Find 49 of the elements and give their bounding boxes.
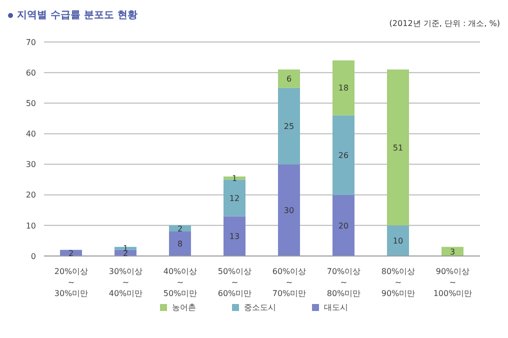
legend-label: 대도시 — [323, 302, 348, 313]
bar — [387, 70, 409, 226]
bar — [332, 115, 354, 195]
bar — [278, 164, 300, 256]
bar — [278, 88, 300, 164]
bar — [224, 216, 246, 256]
data-label: 26 — [338, 150, 349, 160]
bar — [224, 176, 246, 180]
y-tick-label: 70 — [26, 38, 36, 47]
data-label: 18 — [338, 84, 349, 93]
bar — [224, 180, 246, 216]
data-label: 2 — [68, 248, 74, 258]
bar — [387, 225, 409, 256]
x-tick-label: 70%이상 ~ 80%미만 — [326, 267, 361, 298]
data-label: 6 — [286, 74, 292, 84]
data-label: 1 — [232, 174, 238, 183]
x-tick-label: 30%이상 ~ 40%미만 — [108, 267, 143, 298]
data-label: 20 — [338, 221, 349, 230]
data-label: 8 — [177, 240, 183, 249]
data-label: 3 — [450, 247, 456, 256]
bar — [332, 60, 354, 116]
data-label: 10 — [392, 236, 404, 246]
chart-subtitle: (2012년 기준, 단위 : 개소, %) — [389, 18, 500, 29]
y-tick-label: 40 — [26, 130, 36, 139]
legend-label: 중소도시 — [243, 302, 276, 313]
data-label: 2 — [177, 224, 183, 234]
x-tick-label: 50%이상 ~ 60%미만 — [218, 267, 252, 298]
y-tick-label: 0 — [30, 252, 36, 261]
data-label: 51 — [392, 143, 404, 152]
x-tick-label: 80%이상 ~ 90%미만 — [381, 267, 416, 298]
bar — [332, 194, 354, 256]
x-tick-label: 60%이상 ~ 70%미만 — [272, 267, 306, 298]
y-tick-label: 50 — [26, 98, 36, 108]
bar — [278, 70, 300, 88]
x-tick-label: 40%이상 ~ 50%미만 — [163, 267, 198, 298]
legend-label: 농어촌 — [171, 302, 196, 313]
data-label: 13 — [229, 232, 240, 241]
y-tick-label: 30 — [26, 160, 36, 170]
bar — [169, 232, 191, 256]
chart-title: 지역별 수급률 분포도 현황 — [17, 9, 138, 22]
x-tick-label: 90%이상 ~ 100%미만 — [433, 267, 472, 298]
data-label: 12 — [229, 194, 240, 203]
y-tick-label: 60 — [26, 68, 36, 78]
x-tick-label: 20%이상 ~ 30%미만 — [54, 267, 88, 298]
y-tick-label: 10 — [26, 221, 36, 230]
bar — [114, 246, 136, 250]
data-label: 30 — [284, 206, 294, 215]
y-tick-label: 20 — [26, 190, 36, 200]
data-label: 25 — [284, 122, 294, 131]
